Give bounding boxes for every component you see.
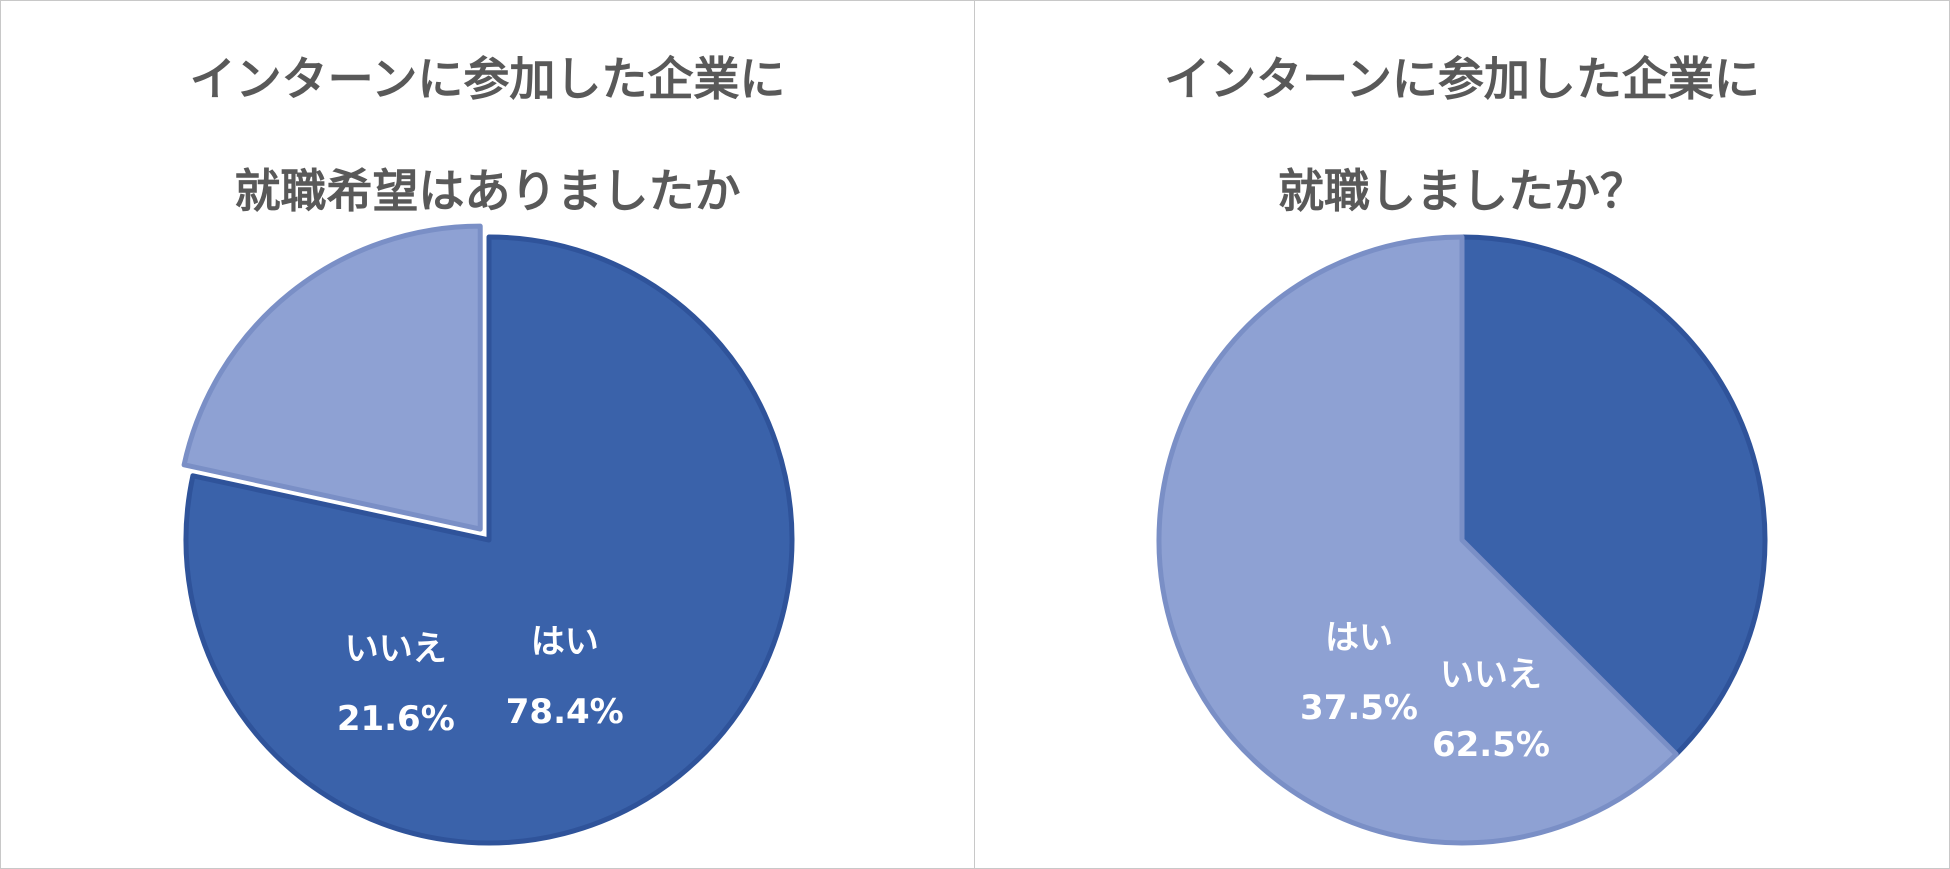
pie-slice-yes (1459, 234, 1768, 757)
chart-title-left: インターンに参加した企業に 就職希望はありましたか (1, 23, 974, 247)
slice-value-label: 62.5% (1432, 725, 1550, 765)
slice-category-label: はい (1325, 618, 1393, 658)
chart-title-line-2: 就職希望はありましたか (234, 164, 741, 218)
pie-slice-no (1156, 234, 1679, 846)
slice-category-label: はい (531, 622, 599, 662)
slice-category-label: いいえ (1440, 655, 1542, 695)
chart-title-line-1: インターンに参加した企業に (189, 52, 786, 106)
pie-chart-right: はい 37.5% いいえ 62.5% (1156, 234, 1768, 846)
slice-category-label: いいえ (345, 629, 447, 669)
slice-value-label: 21.6% (337, 699, 455, 739)
chart-panel-right: インターンに参加した企業に 就職しましたか？ はい 37.5% いいえ 62.5% (975, 0, 1950, 869)
pie-slice-no (181, 223, 483, 532)
chart-title-line-2: 就職しましたか？ (1278, 164, 1646, 218)
pie-chart-left: はい 78.4% いいえ 21.6% (181, 223, 795, 846)
chart-title-line-1: インターンに参加した企業に (1164, 52, 1760, 106)
pie-slice-yes (183, 234, 795, 846)
slice-value-label: 78.4% (506, 692, 624, 732)
slice-value-label: 37.5% (1300, 688, 1418, 728)
chart-panel-left: インターンに参加した企業に 就職希望はありましたか はい 78.4% いいえ 21.6… (0, 0, 975, 869)
chart-title-right: インターンに参加した企業に 就職しましたか？ (975, 23, 1949, 247)
